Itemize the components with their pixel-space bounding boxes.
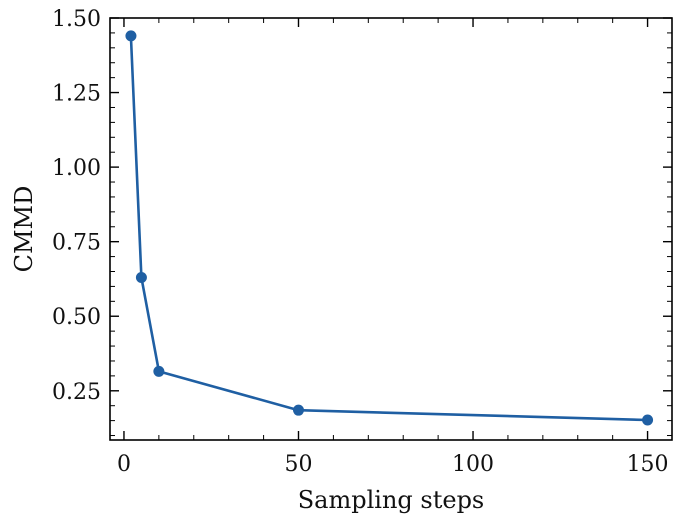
series-line — [129, 35, 648, 422]
y-tick-label: 0.50 — [52, 305, 101, 330]
minor-ticks — [110, 18, 672, 440]
data-point — [153, 365, 165, 377]
y-tick-label: 0.75 — [52, 231, 101, 256]
y-tick-label: 0.25 — [52, 380, 101, 405]
y-tick-label: 1.00 — [52, 156, 101, 181]
data-point — [125, 30, 137, 42]
plot-frame — [109, 17, 673, 441]
x-tick-label: 50 — [284, 452, 312, 477]
data-point — [135, 271, 147, 283]
y-tick-label: 1.50 — [52, 7, 101, 32]
data-series — [125, 30, 654, 426]
major-ticks — [110, 17, 672, 440]
data-point — [642, 414, 654, 426]
x-tick-label: 100 — [452, 452, 494, 477]
y-axis-label: CMMD — [10, 186, 38, 273]
x-tick-label: 0 — [117, 452, 131, 477]
x-tick-label: 150 — [627, 452, 669, 477]
data-point — [292, 404, 304, 416]
y-tick-label: 1.25 — [52, 82, 101, 107]
x-axis-label: Sampling steps — [298, 486, 485, 514]
tick-labels: 0 50 100 150 0.25 0.50 0.75 1.00 1.25 1.50 — [52, 7, 669, 477]
